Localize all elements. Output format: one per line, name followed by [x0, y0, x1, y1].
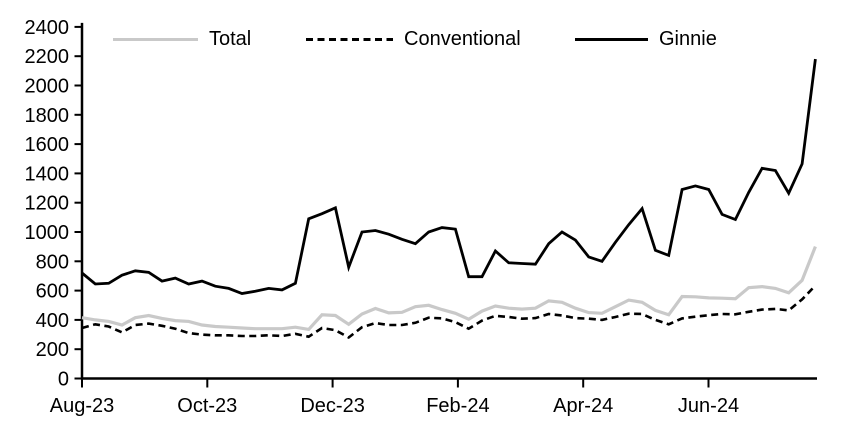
series-line-conventional: [81, 284, 817, 340]
y-axis-tick-label: 1400: [25, 163, 70, 185]
legend-item-ginnie: Ginnie: [575, 27, 717, 51]
y-axis-tick-label: 2000: [25, 76, 70, 98]
y-axis-tick-label: 400: [36, 310, 69, 332]
x-axis-tick-label: Feb-24: [426, 395, 489, 417]
y-axis-tick-label: 0: [58, 369, 69, 391]
legend-label-conventional: Conventional: [404, 27, 521, 50]
y-axis-tick-label: 600: [36, 281, 69, 303]
x-axis-tick-label: Jun-24: [678, 395, 739, 417]
x-axis-tick-label: Aug-23: [50, 395, 115, 417]
y-axis-tick-label: 800: [36, 251, 69, 273]
x-axis-tick-label: Dec-23: [300, 395, 364, 417]
total-line-swatch-icon: [113, 37, 198, 41]
legend-label-ginnie: Ginnie: [659, 27, 717, 50]
legend-item-conventional: Conventional: [306, 27, 521, 51]
y-axis-tick-label: 1800: [25, 105, 70, 127]
legend-item-total: Total: [113, 27, 251, 51]
legend-label-total: Total: [209, 27, 252, 50]
ginnie-line-swatch-icon: [575, 37, 648, 41]
conventional-line-swatch-icon: [306, 37, 393, 41]
series-line-ginnie: [81, 58, 817, 295]
x-axis-tick-label: Oct-23: [177, 395, 237, 417]
y-axis-tick-label: 2400: [25, 17, 70, 39]
series-line-total: [81, 246, 817, 332]
y-axis-tick-label: 2200: [25, 46, 70, 68]
y-axis-tick-label: 1000: [25, 222, 70, 244]
x-axis-tick-label: Apr-24: [553, 395, 613, 417]
y-axis-tick-label: 1600: [25, 134, 70, 156]
y-axis-tick-label: 1200: [25, 193, 70, 215]
y-axis-tick-label: 200: [36, 339, 69, 361]
axes-spines: [80, 22, 817, 380]
